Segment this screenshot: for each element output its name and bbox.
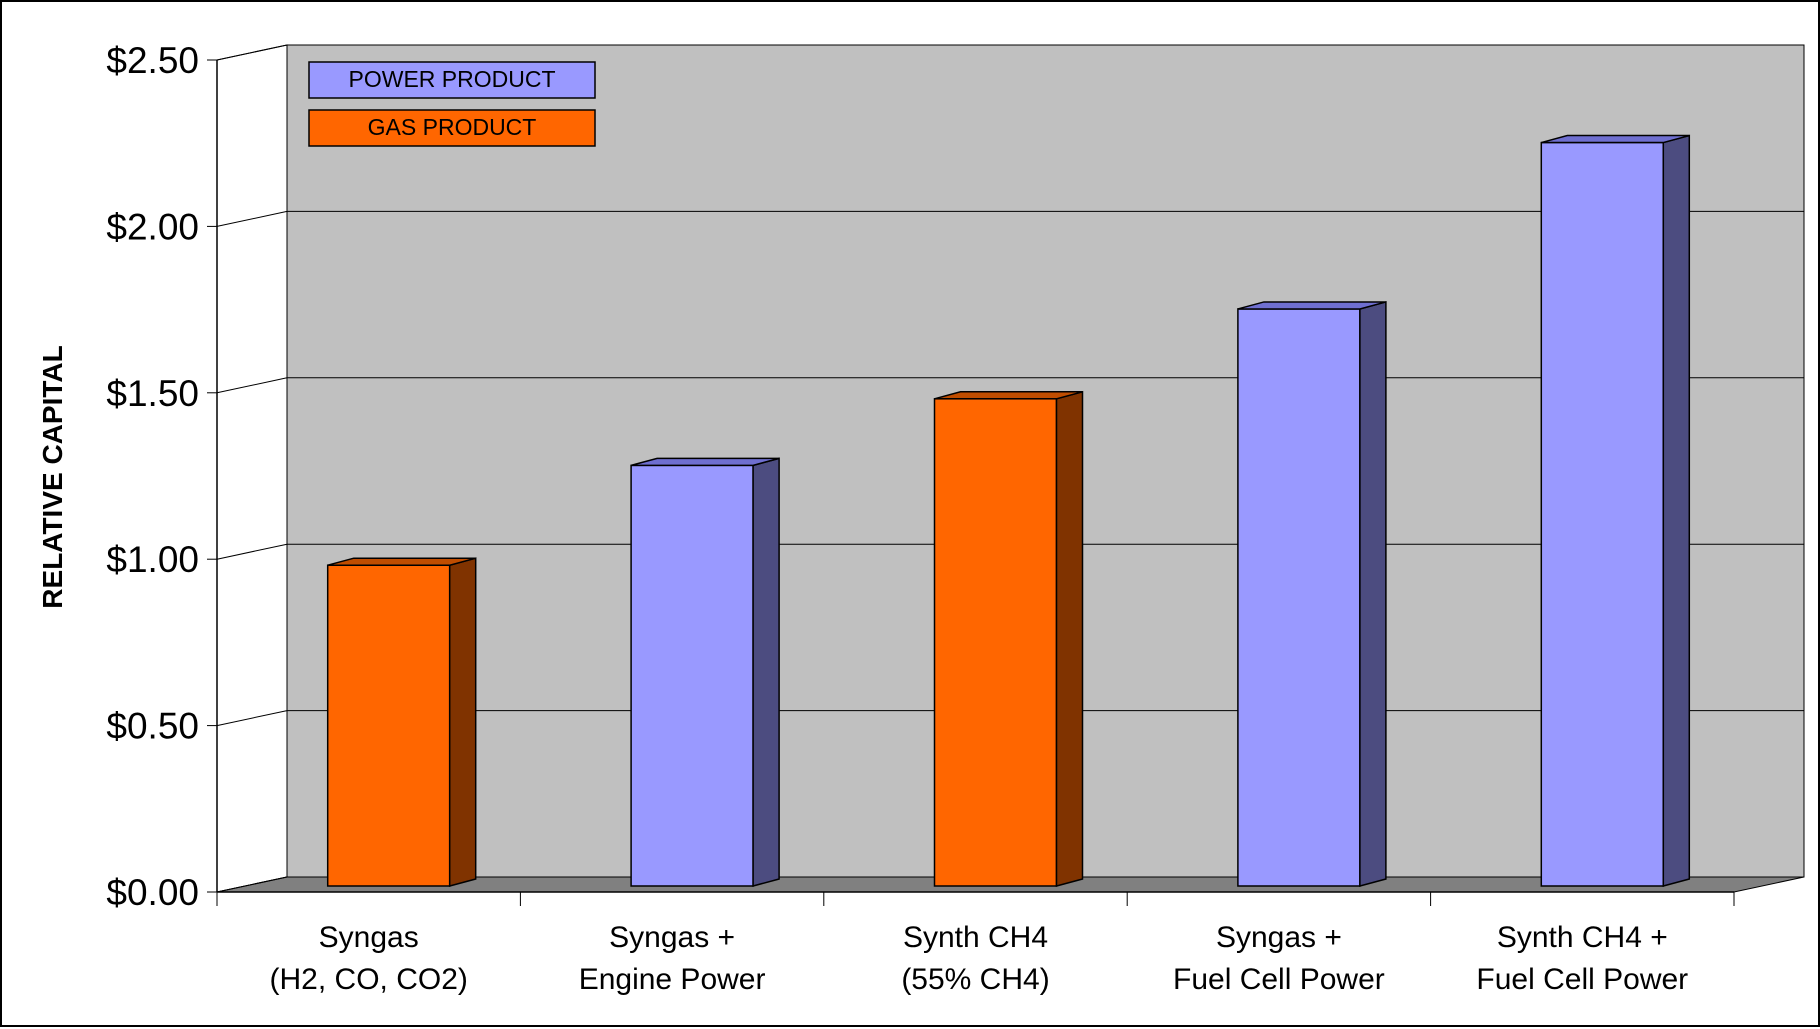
bar-front-face [326,564,451,887]
bar-top-face [1237,301,1387,310]
bar [1540,134,1691,887]
legend-swatch [308,109,596,147]
y-tick-label: $0.00 [106,872,199,913]
bar-side-face [1055,390,1084,887]
y-tick-label: $0.50 [106,706,199,747]
legend-label: POWER PRODUCT [349,66,556,92]
bar [933,390,1084,887]
x-tick-label: Synth CH4 [903,921,1048,954]
bar-side-face [752,457,780,887]
gridline-depth [216,710,288,727]
bar-top-face [934,391,1083,400]
x-tick-label: (H2, CO, CO2) [270,963,468,996]
bar-side-face [448,557,477,887]
bar-front-face [1237,308,1361,887]
y-tick-label: $1.50 [106,373,199,414]
x-tick-label: Engine Power [579,963,766,996]
x-tick-label: Syngas + [609,921,735,954]
bar [326,557,477,887]
bar-front-face [630,464,754,887]
bar-top-face [327,557,476,566]
bar-top-face [1541,134,1690,144]
y-tick-label: $1.00 [106,539,199,580]
legend-item: GAS PRODUCT [308,109,596,147]
x-tick-label: Syngas [319,921,419,954]
legend-label: GAS PRODUCT [368,114,537,140]
bar-front-face [933,398,1058,887]
legend-swatch [308,61,596,99]
gridline-depth [216,876,288,893]
x-tick-label: Fuel Cell Power [1476,963,1688,996]
gridline-depth [216,543,288,560]
legend-item: POWER PRODUCT [308,61,596,99]
x-tick-label: Fuel Cell Power [1173,963,1385,996]
gridline-depth [216,377,288,394]
x-tick-label: Syngas + [1216,921,1342,954]
plot-side-wall [216,44,288,893]
bar [1237,300,1387,887]
y-axis-title: RELATIVE CAPITAL [37,345,68,608]
bar [630,457,780,887]
bar-side-face [1359,300,1387,887]
bar-top-face [630,457,780,467]
y-tick-label: $2.50 [106,40,199,81]
x-tick-label: Synth CH4 + [1497,921,1668,954]
gridline-depth [216,44,288,61]
y-tick-label: $2.00 [106,206,199,247]
x-tick-label: (55% CH4) [901,963,1049,996]
gridline-depth [216,210,288,227]
bar-side-face [1662,134,1691,887]
bar-front-face [1540,141,1665,887]
